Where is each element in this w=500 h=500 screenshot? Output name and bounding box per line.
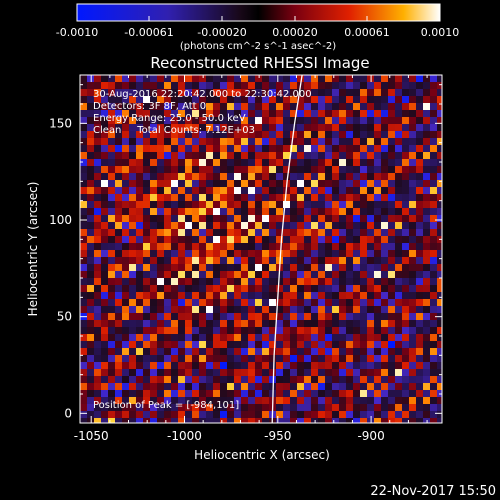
chart-title: Reconstructed RHESSI Image [150,54,369,72]
annotation-energy: Energy Range: 25.0 - 50.0 keV [93,113,246,124]
colorbar-tick-label: 0.00020 [272,26,318,39]
y-tick-label: 50 [57,310,72,324]
annotation-detectors: Detectors: 3F 8F, Att 0 [93,101,206,112]
limb-line [271,75,303,423]
colorbar-ticks [76,16,441,21]
x-tick-label: -900 [357,429,384,443]
y-tick-label: 150 [49,116,72,130]
annotation-clean: Clean Total Counts: 7.12E+03 [93,125,255,136]
annotation-time: 30-Aug-2016 22:20:42.000 to 22:30:42.000 [93,89,312,100]
x-axis: -1050 -1000 -950 -900 [74,75,428,443]
colorbar-tick-label: -0.0010 [56,26,98,39]
plot-frame [79,74,443,424]
x-tick-label: -1050 [74,429,109,443]
colorbar-unit-label: (photons cm^-2 s^-1 asec^-2) [180,41,336,52]
y-tick-label: 100 [49,213,72,227]
x-tick-label: -950 [264,429,291,443]
x-tick-label: -1000 [167,429,202,443]
colorbar-tick-label: 0.00061 [344,26,390,39]
colorbar-gradient [76,3,441,22]
footer-timestamp: 22-Nov-2017 15:50 [370,484,496,499]
y-axis: 0 50 100 150 [49,84,442,420]
colorbar-tick-label: -0.00061 [124,26,173,39]
colorbar-tick-label: -0.00020 [197,26,246,39]
annotations: 30-Aug-2016 22:20:42.000 to 22:30:42.000… [93,89,312,411]
annotation-peak: Position of Peak = [-984,101] [93,400,239,411]
colorbar-tick-label: 0.0010 [421,26,460,39]
y-axis-label: Heliocentric Y (arcsec) [26,182,40,317]
y-tick-label: 0 [64,406,72,420]
heatmap [80,75,442,423]
colorbar: -0.0010 -0.00061 -0.00020 0.00020 0.0006… [56,3,460,52]
x-axis-label: Heliocentric X (arcsec) [194,448,330,462]
